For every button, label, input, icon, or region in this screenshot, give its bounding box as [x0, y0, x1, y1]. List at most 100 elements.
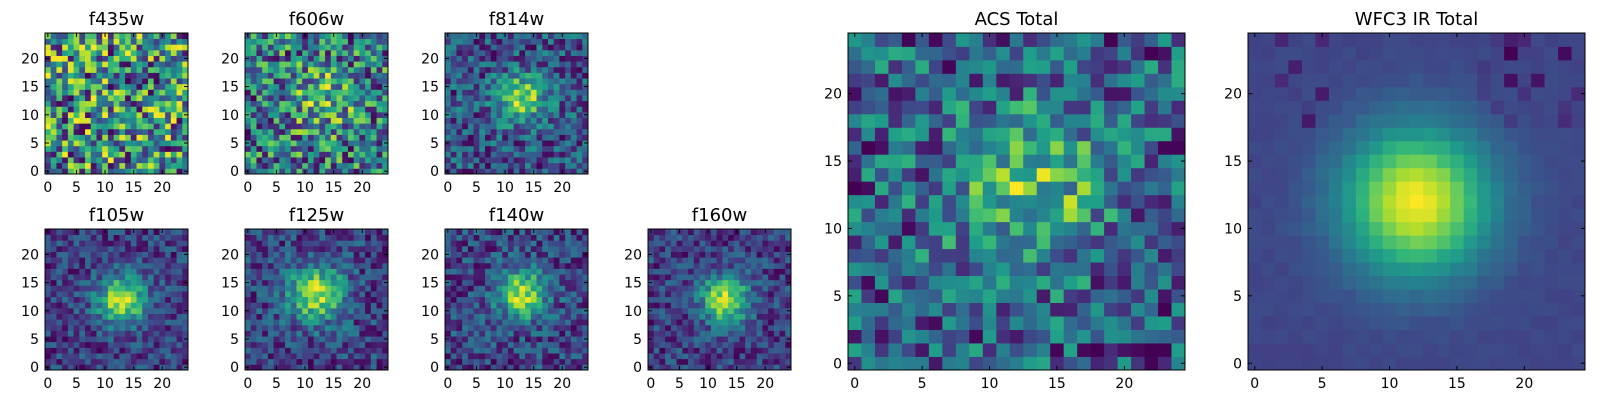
heatmap-cell: [739, 347, 746, 354]
heatmap-cell: [479, 140, 486, 147]
heatmap-cell: [342, 134, 349, 141]
heatmap-cell: [733, 245, 740, 252]
heatmap-cell: [462, 162, 469, 169]
heatmap-cell: [102, 347, 109, 354]
heatmap-cell: [565, 313, 572, 320]
heatmap-cell: [245, 234, 252, 241]
heatmap-cell: [113, 89, 120, 96]
heatmap-cell: [462, 151, 469, 158]
heatmap-cell: [653, 353, 660, 360]
heatmap-cell: [136, 145, 143, 152]
heatmap-cell: [688, 336, 695, 343]
heatmap-cell: [296, 38, 303, 45]
heatmap-cell: [507, 262, 515, 269]
heatmap-cell: [785, 353, 792, 360]
heatmap-cell: [176, 89, 183, 96]
heatmap-cell: [525, 66, 532, 73]
heatmap-cell: [159, 330, 166, 337]
heatmap-cell: [665, 234, 672, 241]
heatmap-cell: [130, 100, 137, 107]
heatmap-cell: [570, 83, 577, 90]
heatmap-cell: [67, 257, 74, 264]
heatmap-cell: [96, 61, 103, 68]
heatmap-cell: [182, 240, 189, 247]
heatmap-cell: [519, 364, 526, 371]
heatmap-cell: [96, 262, 103, 269]
x-tick-label: 20: [353, 376, 371, 392]
heatmap-cell: [182, 296, 189, 303]
heatmap-cell: [1023, 248, 1038, 263]
heatmap-cell: [547, 229, 555, 236]
heatmap-cell: [750, 313, 758, 320]
heatmap-cell: [955, 329, 970, 344]
heatmap-cell: [119, 168, 126, 175]
heatmap-cell: [307, 61, 315, 68]
heatmap-cell: [559, 319, 566, 326]
heatmap-cell: [290, 117, 297, 124]
heatmap-cell: [90, 245, 97, 252]
heatmap-cell: [130, 78, 137, 85]
heatmap-cell: [325, 234, 332, 241]
heatmap-cell: [153, 257, 160, 264]
heatmap-cell: [307, 145, 315, 152]
heatmap-cell: [376, 72, 383, 79]
heatmap-cell: [73, 347, 80, 354]
heatmap-cell: [176, 262, 183, 269]
heatmap-cell: [462, 66, 469, 73]
heatmap-cell: [888, 289, 903, 303]
heatmap-cell: [56, 324, 63, 331]
heatmap-cell: [665, 330, 672, 337]
heatmap-cell: [62, 268, 69, 275]
heatmap-cell: [745, 313, 752, 320]
heatmap-cell: [245, 291, 252, 298]
heatmap-cell: [699, 353, 706, 360]
heatmap-cell: [547, 123, 555, 130]
heatmap-cell: [547, 347, 555, 354]
heatmap-cell: [969, 181, 984, 196]
heatmap-cell: [50, 336, 57, 343]
heatmap-cell: [490, 145, 497, 152]
heatmap-cell: [536, 341, 543, 348]
heatmap-cell: [710, 268, 718, 275]
heatmap-cell: [79, 302, 86, 309]
heatmap-cell: [699, 245, 706, 252]
heatmap-cell: [336, 117, 343, 124]
heatmap-cell: [245, 117, 252, 124]
heatmap-cell: [319, 117, 326, 124]
heatmap-cell: [62, 33, 69, 40]
heatmap-cell: [107, 66, 115, 73]
heatmap-cell: [347, 55, 355, 62]
heatmap-cell: [85, 353, 92, 360]
heatmap-cell: [365, 72, 372, 79]
heatmap-cell: [273, 145, 280, 152]
y-tick-label: 5: [30, 332, 39, 348]
heatmap-cell: [773, 302, 780, 309]
heatmap-cell: [874, 343, 889, 357]
heatmap-cell: [279, 307, 286, 314]
heatmap-cell: [750, 353, 758, 360]
heatmap-cell: [165, 268, 172, 275]
heatmap-cell: [467, 291, 474, 298]
heatmap-cell: [456, 151, 463, 158]
heatmap-cell: [313, 140, 320, 147]
heatmap-cell: [182, 285, 189, 292]
heatmap-cell: [325, 78, 332, 85]
heatmap-cell: [547, 319, 555, 326]
heatmap-cell: [559, 106, 566, 113]
heatmap-cell: [519, 262, 526, 269]
heatmap-cell: [347, 100, 355, 107]
heatmap-cell: [67, 279, 74, 286]
heatmap-cell: [1104, 356, 1118, 371]
heatmap-cell: [582, 33, 589, 40]
heatmap-cell: [525, 262, 532, 269]
heatmap-cell: [955, 235, 970, 250]
heatmap-cell: [519, 72, 526, 79]
heatmap-cell: [125, 117, 132, 124]
heatmap-cell: [547, 162, 555, 169]
heatmap-cell: [113, 140, 120, 147]
x-tick-label: 15: [325, 376, 343, 392]
heatmap-cell: [62, 279, 69, 286]
heatmap-cell: [250, 38, 257, 45]
heatmap-cell: [107, 78, 115, 85]
heatmap-cell: [1077, 316, 1092, 330]
